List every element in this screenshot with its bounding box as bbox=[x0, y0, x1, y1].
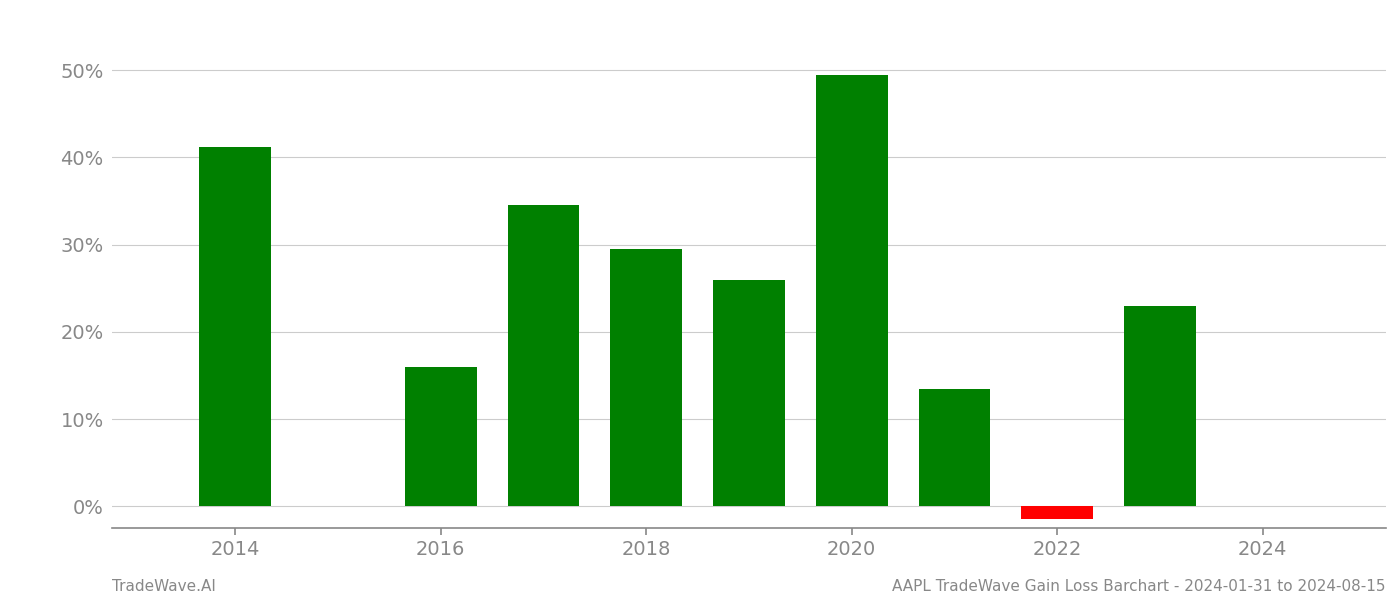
Bar bbox=[199, 147, 272, 506]
Bar bbox=[610, 249, 682, 506]
Text: AAPL TradeWave Gain Loss Barchart - 2024-01-31 to 2024-08-15: AAPL TradeWave Gain Loss Barchart - 2024… bbox=[893, 579, 1386, 594]
Bar bbox=[508, 205, 580, 506]
Bar bbox=[713, 280, 785, 506]
Bar bbox=[816, 74, 888, 506]
Bar bbox=[1021, 506, 1093, 519]
Bar bbox=[405, 367, 477, 506]
Bar bbox=[1124, 305, 1196, 506]
Text: TradeWave.AI: TradeWave.AI bbox=[112, 579, 216, 594]
Bar bbox=[918, 389, 990, 506]
